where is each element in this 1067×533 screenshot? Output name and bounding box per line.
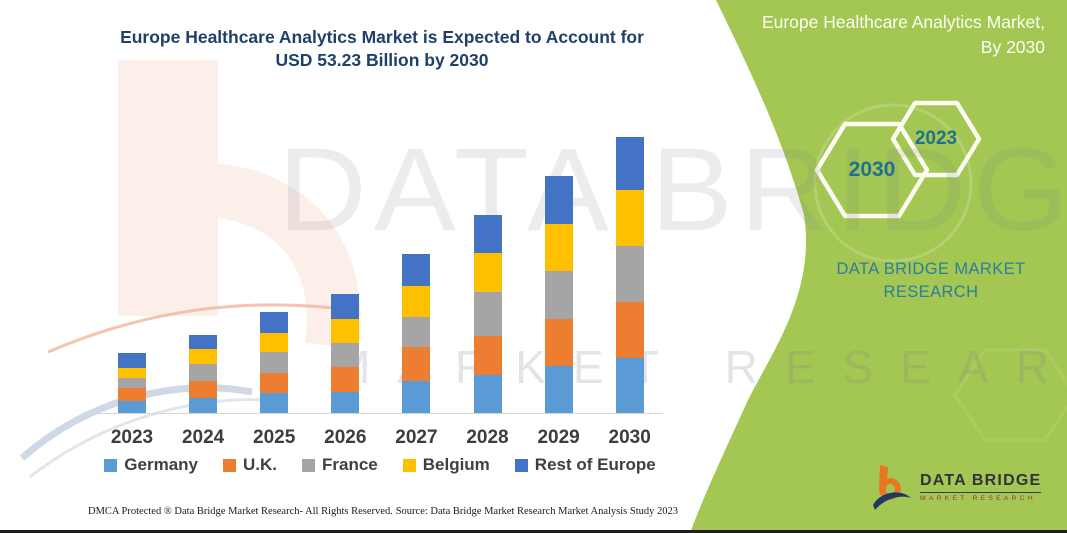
bar-2025-rest-of-europe [260,312,289,333]
bar-2024-u-k- [189,381,218,398]
panel-title: Europe Healthcare Analytics Market, By 2… [715,10,1045,61]
bar-2025-germany [260,392,289,413]
dbmr-logo-name: DATA BRIDGE [920,472,1042,493]
bar-2026-france [331,343,360,367]
x-axis-label-2023: 2023 [110,427,154,448]
legend-label: France [321,455,378,474]
bar-2024-rest-of-europe [189,334,218,349]
bar-2023-belgium [118,367,146,378]
bar-2026-u-k- [331,366,360,393]
bar-2028-belgium [473,252,502,293]
hexagon-2023-outline [890,100,982,178]
brand-text: DATA BRIDGE MARKET RESEARCH [836,260,1026,302]
bar-2029-france [544,271,573,319]
footer-source-text: Source: Data Bridge Market Research Mark… [395,506,678,517]
bar-2023-germany [118,401,146,413]
bar-2028-rest-of-europe [473,215,502,253]
footer-dmca-text: DMCA Protected ® Data Bridge Market Rese… [88,506,393,517]
dbmr-logo: DATA BRIDGE MARKET RESEARCH [872,463,1042,511]
bar-2027-france [402,316,431,347]
bar-2024-germany [189,397,218,413]
legend-swatch-icon [402,458,416,472]
x-axis-label-2027: 2027 [395,427,438,448]
bar-2026-belgium [331,319,360,343]
legend-swatch-icon [104,458,118,472]
bar-2028-u-k- [473,335,502,375]
decor-circle [813,103,973,263]
bar-2029-belgium [544,223,573,272]
panel-title-line2: By 2030 [980,37,1045,58]
legend-item-belgium: Belgium [402,455,490,475]
x-axis-label-2024: 2024 [181,427,225,448]
legend-swatch-icon [301,458,315,472]
chart-legend: Germany U.K. France Belgium Rest of Europe [95,455,665,475]
legend-swatch-icon [222,458,236,472]
panel-title-line1: Europe Healthcare Analytics Market, [761,12,1045,32]
stacked-bar-chart: 2023 2024 2025 2026 2027 2028 2029 2030 [110,136,651,448]
bar-2025-belgium [260,332,289,352]
decor-hexagon [953,348,1067,442]
hexagon-2030-label: 2030 [848,158,896,181]
bar-2030-belgium [615,190,644,246]
dbmr-logo-subtitle: MARKET RESEARCH [920,495,1036,502]
bar-2029-u-k- [544,318,573,367]
bar-2030-rest-of-europe [615,136,644,191]
bar-2026-germany [331,392,360,413]
dbmr-logo-text: DATA BRIDGE MARKET RESEARCH [920,472,1042,502]
hexagon-2030-outline [814,121,930,219]
hexagon-2023-label: 2023 [914,128,958,149]
footer: DMCA Protected ® Data Bridge Market Rese… [88,506,678,517]
bar-2024-belgium [189,348,218,364]
legend-item-u-k-: U.K. [222,455,277,475]
bar-2027-belgium [402,285,431,317]
legend-label: U.K. [242,455,277,474]
bar-2025-france [260,351,289,373]
x-axis-label-2028: 2028 [466,427,509,448]
bar-2030-u-k- [615,302,644,359]
x-axis-label-2025: 2025 [253,427,296,448]
bar-2026-rest-of-europe [331,293,360,320]
bar-2025-u-k- [260,372,289,393]
x-axis-label-2026: 2026 [324,427,367,448]
bar-2023-rest-of-europe [118,353,146,368]
dbmr-logo-icon [873,465,911,510]
x-axis-label-2030: 2030 [608,427,651,448]
bar-2027-germany [402,380,431,413]
bar-2023-u-k- [118,387,146,402]
legend-label: Germany [124,455,198,474]
watermark-b-stem [118,60,218,316]
bar-2024-france [189,363,218,382]
bar-2029-germany [544,366,573,413]
bar-2030-germany [615,358,644,413]
bar-2027-rest-of-europe [402,253,431,286]
x-axis-label-2029: 2029 [537,427,580,448]
watermark-text-secondary: MARKET RESEARCH [332,341,1067,393]
bar-2027-u-k- [402,346,431,381]
bar-2029-rest-of-europe [544,175,573,224]
x-axis-line [95,413,663,414]
bar-2028-france [473,292,502,336]
legend-item-germany: Germany [104,455,198,475]
bar-2028-germany [473,374,502,413]
watermark-text-primary: DATA BRIDGE [278,124,1067,256]
chart-title: Europe Healthcare Analytics Market is Ex… [120,27,644,71]
watermark-red-arc [47,303,351,354]
legend-label: Rest of Europe [534,455,656,474]
legend-item-rest-of-europe: Rest of Europe [514,455,656,475]
bar-2030-france [615,245,644,303]
legend-item-france: France [301,455,378,475]
bar-2023-france [118,377,146,388]
legend-label: Belgium [422,455,490,474]
legend-swatch-icon [514,458,528,472]
